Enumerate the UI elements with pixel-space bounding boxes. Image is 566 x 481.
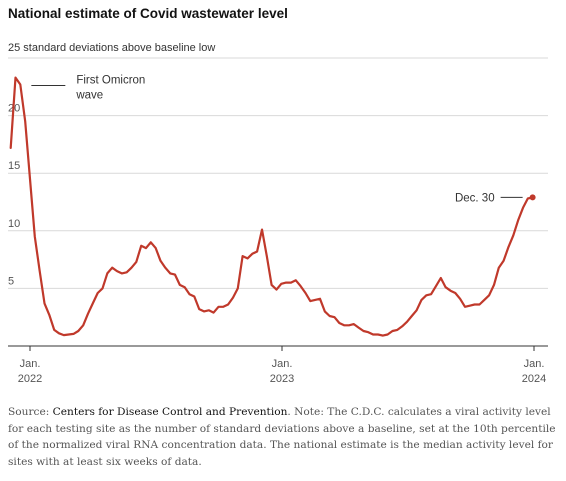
note-label: Note: [294, 406, 324, 418]
x-tick-label: Jan. [524, 358, 545, 370]
y-tick-label: 5 [8, 275, 14, 287]
annotation-label: wave [75, 89, 103, 101]
source-note: Source: Centers for Disease Control and … [8, 406, 556, 468]
annotations: First Omicron wave Dec. 30 [31, 74, 523, 204]
y-axis-label: 25 standard deviations above baseline lo… [8, 42, 216, 54]
x-tick-label: 2022 [18, 373, 42, 385]
x-tick-label: Jan. [20, 358, 41, 370]
y-tick-label: 15 [8, 160, 20, 172]
annotation-label: Dec. 30 [455, 192, 495, 204]
endpoint-marker [529, 194, 536, 201]
y-tick-label: 10 [8, 218, 20, 230]
source-name[interactable]: Centers for Disease Control and Preventi… [52, 406, 288, 418]
series-line [9, 76, 534, 337]
series-layer [9, 76, 536, 337]
annotation-label: First Omicron [76, 74, 145, 86]
x-tick-label: 2023 [270, 373, 294, 385]
x-tick-label: 2024 [522, 373, 546, 385]
chart-title: National estimate of Covid wastewater le… [8, 6, 288, 21]
source-label: Source: [8, 406, 50, 418]
x-tick-label: Jan. [272, 358, 293, 370]
x-axis: Jan. 2022 Jan. 2023 Jan. 2024 [8, 345, 548, 385]
note-text: The C.D.C. calculates a viral activity l… [8, 406, 556, 468]
